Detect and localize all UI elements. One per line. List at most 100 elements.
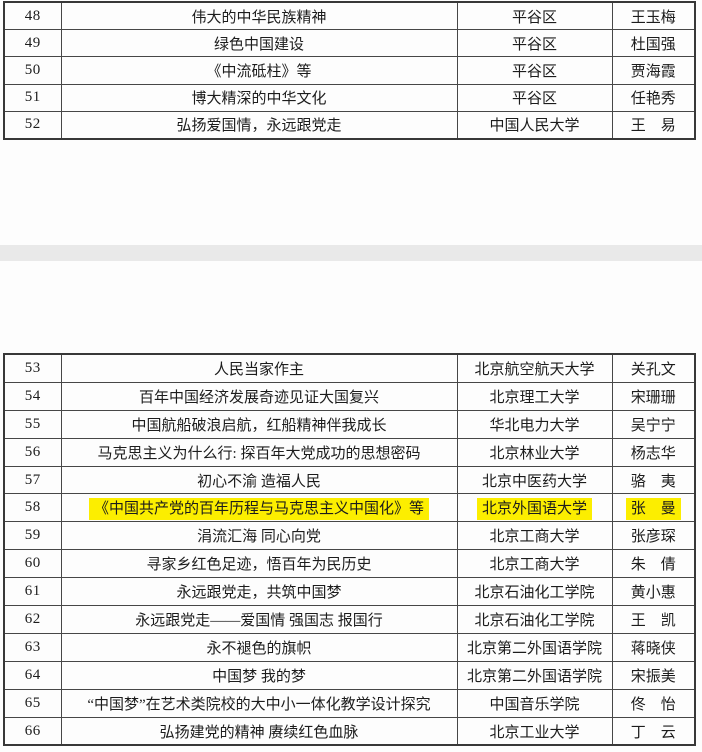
table-row: 57 初心不渝 造福人民 北京中医药大学 骆 夷 xyxy=(3,465,696,495)
row-number-cell: 60 xyxy=(3,549,62,579)
name-cell: 佟 怡 xyxy=(611,688,696,718)
org-cell: 北京理工大学 xyxy=(456,381,613,411)
row-number-cell: 66 xyxy=(3,716,62,746)
name-cell: 王 凯 xyxy=(611,605,696,634)
entries-table-page2: 53 人民当家作主 北京航空航天大学 关孔文 54 百年中国经济发展奇迹见证大国… xyxy=(3,353,696,747)
table-row: 62 永远跟党走——爱国情 强国志 报国行 北京石油化工学院 王 凯 xyxy=(3,605,696,634)
table-row: 59 涓流汇海 同心向党 北京工商大学 张彦琛 xyxy=(3,521,696,551)
org-cell: 北京石油化工学院 xyxy=(456,577,613,607)
table-row: 65 “中国梦”在艺术类院校的大中小一体化教学设计探究 中国音乐学院 佟 怡 xyxy=(3,688,696,718)
org-cell: 北京工商大学 xyxy=(456,521,613,551)
org-cell: 北京航空航天大学 xyxy=(456,353,613,383)
name-cell: 吴宁宁 xyxy=(611,409,696,439)
table-row: 55 中国航船破浪启航，红船精神伴我成长 华北电力大学 吴宁宁 xyxy=(3,409,696,439)
row-number-cell: 48 xyxy=(3,1,62,31)
title-cell: 初心不渝 造福人民 xyxy=(60,465,458,495)
table-row: 50 《中流砥柱》等 平谷区 贾海霞 xyxy=(3,56,696,85)
table-row: 48 伟大的中华民族精神 平谷区 王玉梅 xyxy=(3,1,696,31)
entries-table-page1: 48 伟大的中华民族精神 平谷区 王玉梅 49 绿色中国建设 平谷区 杜国强 5… xyxy=(3,1,696,140)
title-cell: 百年中国经济发展奇迹见证大国复兴 xyxy=(60,381,458,411)
page-separator-band xyxy=(0,245,702,261)
org-cell: 中国音乐学院 xyxy=(456,688,613,718)
highlighted-name: 张 曼 xyxy=(625,498,681,521)
row-number-cell: 58 xyxy=(3,493,62,523)
row-number-cell: 51 xyxy=(3,83,62,112)
row-number-cell: 50 xyxy=(3,56,62,85)
table-row: 49 绿色中国建设 平谷区 杜国强 xyxy=(3,29,696,58)
org-cell: 平谷区 xyxy=(456,56,613,85)
name-cell: 宋振美 xyxy=(611,660,696,690)
row-number-cell: 63 xyxy=(3,632,62,662)
name-cell: 王 易 xyxy=(611,110,696,140)
row-number-cell: 49 xyxy=(3,29,62,58)
table-row: 61 永远跟党走，共筑中国梦 北京石油化工学院 黄小惠 xyxy=(3,577,696,607)
row-number-cell: 64 xyxy=(3,660,62,690)
title-cell: 中国航船破浪启航，红船精神伴我成长 xyxy=(60,409,458,439)
table-row: 53 人民当家作主 北京航空航天大学 关孔文 xyxy=(3,353,696,383)
title-cell: 《中国共产党的百年历程与马克思主义中国化》等 xyxy=(60,493,458,523)
table-row: 63 永不褪色的旗帜 北京第二外国语学院 蒋晓侠 xyxy=(3,632,696,662)
table-row: 64 中国梦 我的梦 北京第二外国语学院 宋振美 xyxy=(3,660,696,690)
title-cell: 绿色中国建设 xyxy=(60,29,458,58)
name-cell: 王玉梅 xyxy=(611,1,696,31)
org-cell: 北京第二外国语学院 xyxy=(456,632,613,662)
highlighted-org: 北京外国语大学 xyxy=(476,498,592,521)
name-cell: 蒋晓侠 xyxy=(611,632,696,662)
row-number-cell: 62 xyxy=(3,605,62,634)
name-cell: 骆 夷 xyxy=(611,465,696,495)
table-row: 51 博大精深的中华文化 平谷区 任艳秀 xyxy=(3,83,696,112)
name-cell: 任艳秀 xyxy=(611,83,696,112)
title-cell: 永不褪色的旗帜 xyxy=(60,632,458,662)
org-cell: 平谷区 xyxy=(456,1,613,31)
title-cell: 弘扬爱国情，永远跟党走 xyxy=(60,110,458,140)
org-cell: 北京林业大学 xyxy=(456,437,613,467)
org-cell: 中国人民大学 xyxy=(456,110,613,140)
row-number-cell: 65 xyxy=(3,688,62,718)
highlighted-title: 《中国共产党的百年历程与马克思主义中国化》等 xyxy=(88,498,429,521)
row-number-cell: 54 xyxy=(3,381,62,411)
name-cell: 贾海霞 xyxy=(611,56,696,85)
name-cell: 丁 云 xyxy=(611,716,696,746)
name-cell: 张 曼 xyxy=(611,493,696,523)
title-cell: 伟大的中华民族精神 xyxy=(60,1,458,31)
table-row: 54 百年中国经济发展奇迹见证大国复兴 北京理工大学 宋珊珊 xyxy=(3,381,696,411)
title-cell: 涓流汇海 同心向党 xyxy=(60,521,458,551)
name-cell: 黄小惠 xyxy=(611,577,696,607)
title-cell: “中国梦”在艺术类院校的大中小一体化教学设计探究 xyxy=(60,688,458,718)
table-row-highlighted: 58 《中国共产党的百年历程与马克思主义中国化》等 北京外国语大学 张 曼 xyxy=(3,493,696,523)
title-cell: 寻家乡红色足迹，悟百年为民历史 xyxy=(60,549,458,579)
table-row: 56 马克思主义为什么行: 探百年大党成功的思想密码 北京林业大学 杨志华 xyxy=(3,437,696,467)
title-cell: 《中流砥柱》等 xyxy=(60,56,458,85)
org-cell: 北京中医药大学 xyxy=(456,465,613,495)
name-cell: 朱 倩 xyxy=(611,549,696,579)
org-cell: 北京石油化工学院 xyxy=(456,605,613,634)
title-cell: 马克思主义为什么行: 探百年大党成功的思想密码 xyxy=(60,437,458,467)
table-row: 66 弘扬建党的精神 赓续红色血脉 北京工业大学 丁 云 xyxy=(3,716,696,746)
name-cell: 关孔文 xyxy=(611,353,696,383)
title-cell: 永远跟党走——爱国情 强国志 报国行 xyxy=(60,605,458,634)
row-number-cell: 56 xyxy=(3,437,62,467)
row-number-cell: 59 xyxy=(3,521,62,551)
title-cell: 弘扬建党的精神 赓续红色血脉 xyxy=(60,716,458,746)
name-cell: 杨志华 xyxy=(611,437,696,467)
row-number-cell: 53 xyxy=(3,353,62,383)
org-cell: 北京工商大学 xyxy=(456,549,613,579)
name-cell: 张彦琛 xyxy=(611,521,696,551)
title-cell: 永远跟党走，共筑中国梦 xyxy=(60,577,458,607)
org-cell: 平谷区 xyxy=(456,83,613,112)
row-number-cell: 61 xyxy=(3,577,62,607)
title-cell: 人民当家作主 xyxy=(60,353,458,383)
org-cell: 北京第二外国语学院 xyxy=(456,660,613,690)
table-row: 60 寻家乡红色足迹，悟百年为民历史 北京工商大学 朱 倩 xyxy=(3,549,696,579)
title-cell: 中国梦 我的梦 xyxy=(60,660,458,690)
row-number-cell: 57 xyxy=(3,465,62,495)
name-cell: 杜国强 xyxy=(611,29,696,58)
org-cell: 平谷区 xyxy=(456,29,613,58)
org-cell: 北京工业大学 xyxy=(456,716,613,746)
org-cell: 华北电力大学 xyxy=(456,409,613,439)
row-number-cell: 52 xyxy=(3,110,62,140)
row-number-cell: 55 xyxy=(3,409,62,439)
name-cell: 宋珊珊 xyxy=(611,381,696,411)
table-row: 52 弘扬爱国情，永远跟党走 中国人民大学 王 易 xyxy=(3,110,696,140)
title-cell: 博大精深的中华文化 xyxy=(60,83,458,112)
